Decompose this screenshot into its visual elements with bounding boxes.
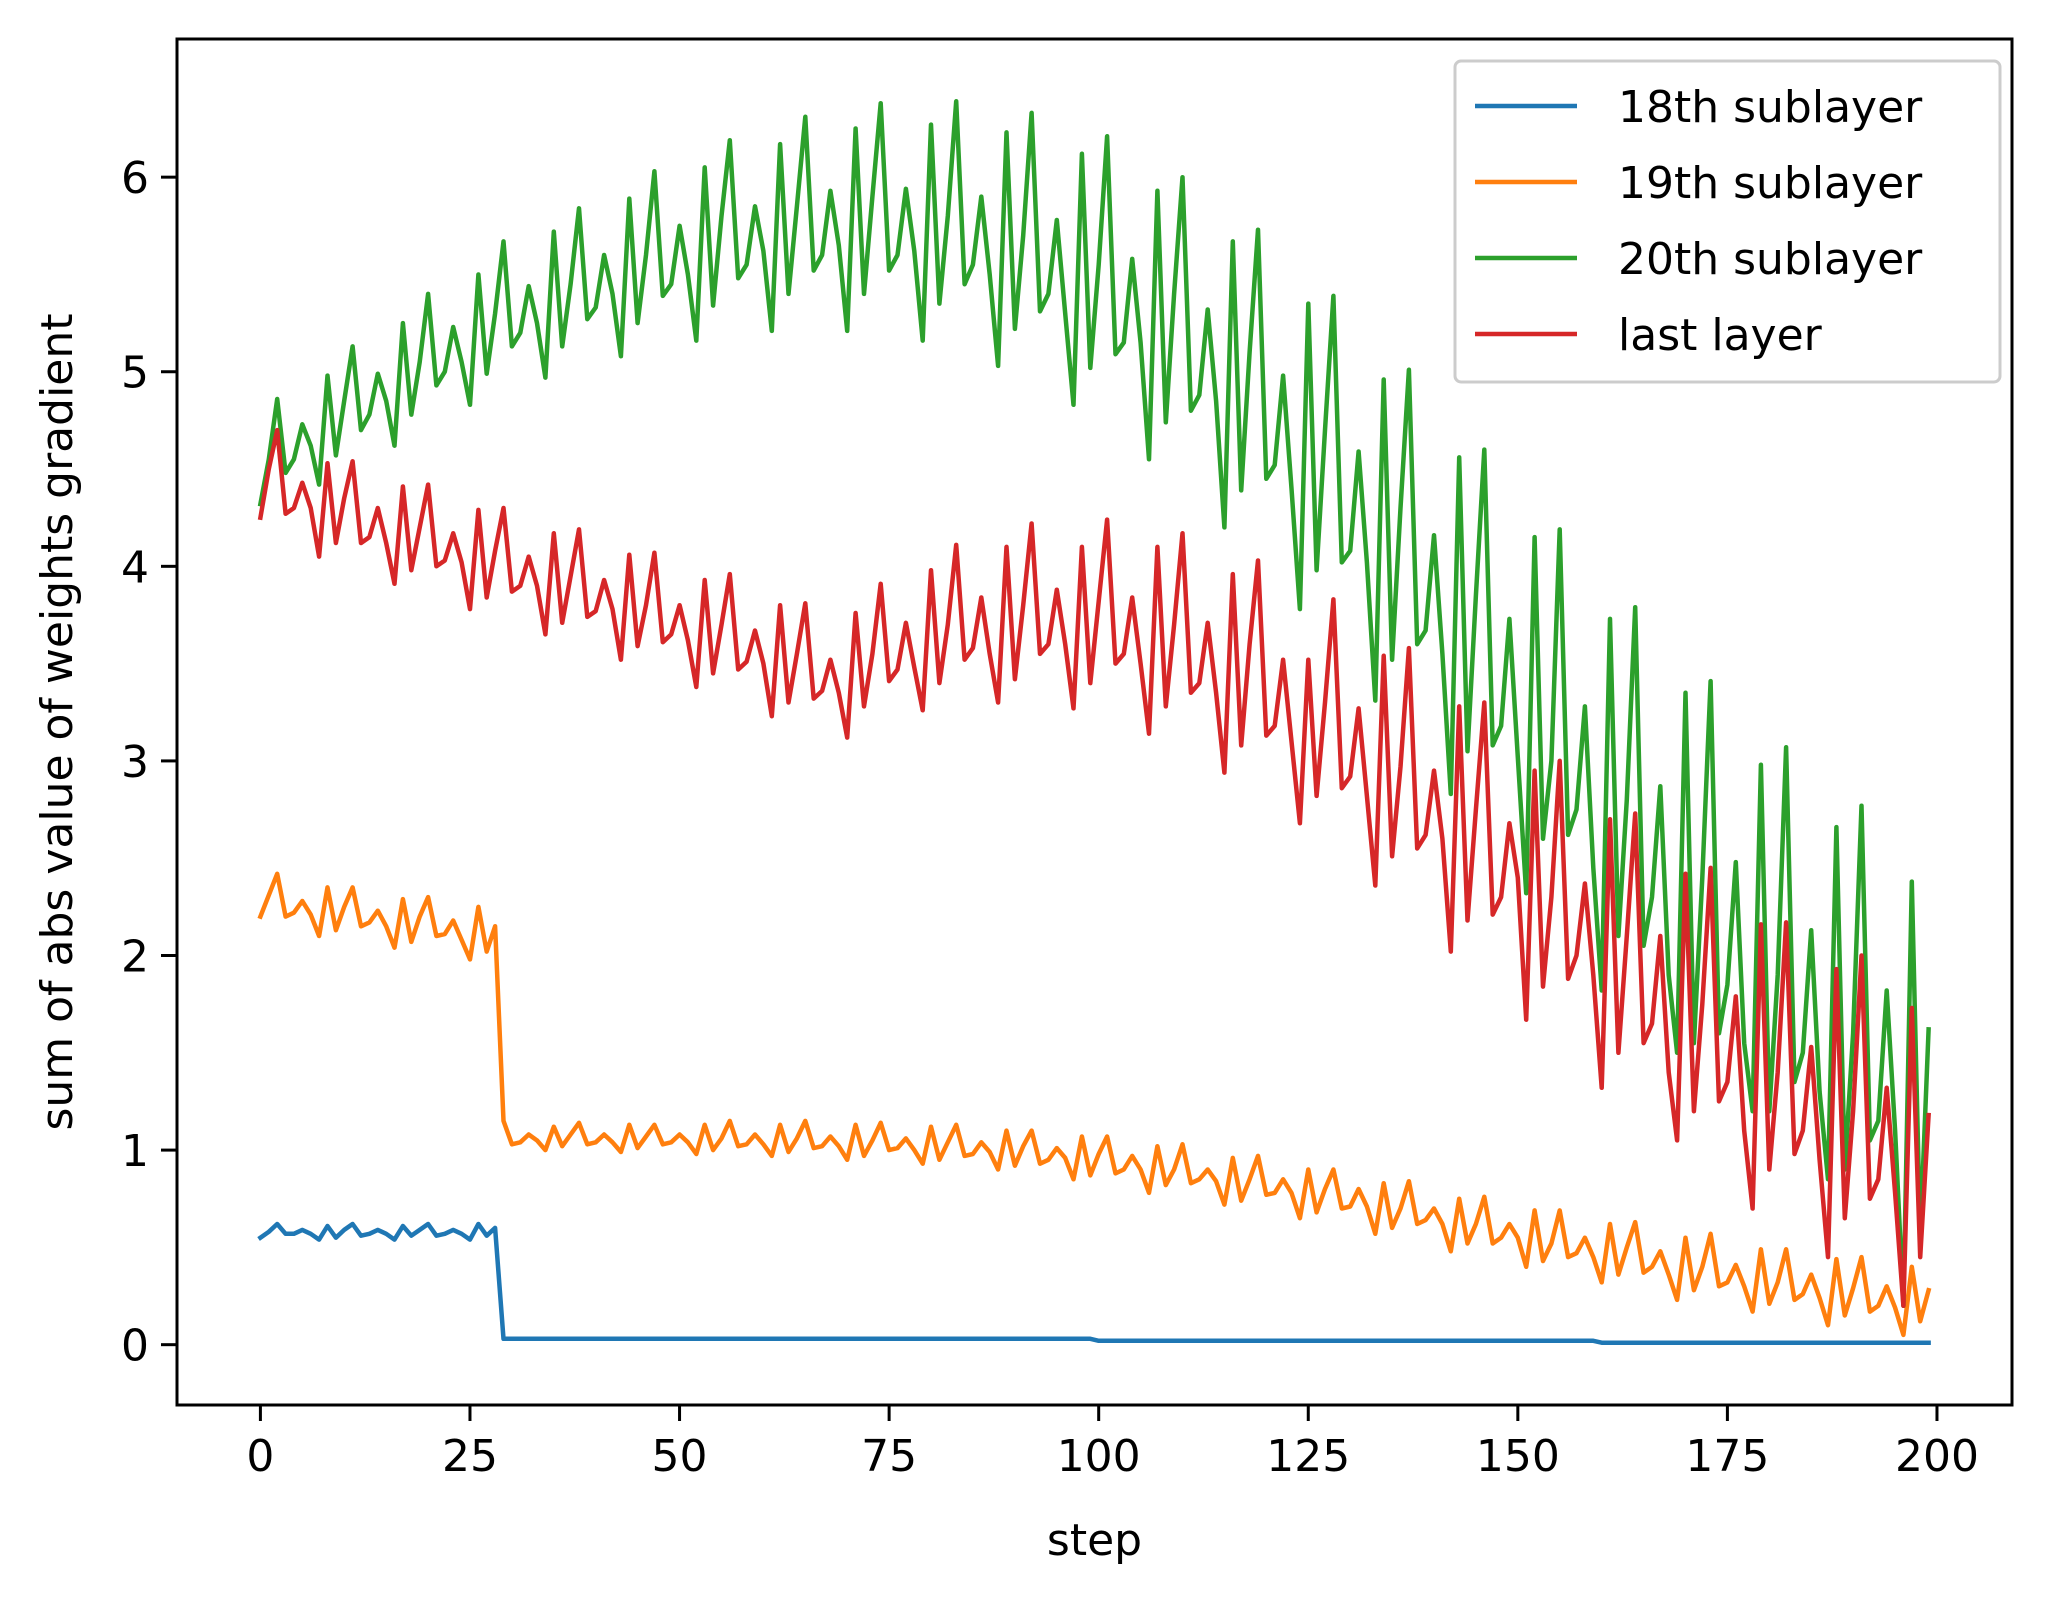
y-axis-label: sum of abs value of weights gradient bbox=[32, 313, 83, 1130]
y-tick-label: 6 bbox=[121, 153, 149, 204]
legend-label: 20th sublayer bbox=[1618, 234, 1923, 285]
x-tick-label: 75 bbox=[861, 1431, 917, 1482]
x-tick-label: 150 bbox=[1476, 1431, 1560, 1482]
legend-label: last layer bbox=[1618, 310, 1823, 361]
y-tick-label: 5 bbox=[121, 348, 149, 399]
legend-box bbox=[1453, 59, 2002, 384]
x-tick-label: 50 bbox=[652, 1431, 708, 1482]
x-tick-label: 25 bbox=[442, 1431, 498, 1482]
x-tick-label: 175 bbox=[1685, 1431, 1769, 1482]
y-tick-label: 0 bbox=[121, 1321, 149, 1372]
plot-frame bbox=[175, 37, 2014, 1407]
x-axis-label: step bbox=[1047, 1515, 1142, 1566]
series-layer bbox=[257, 99, 1932, 1345]
legend: 18th sublayer 19th sublayer 20th sublayer l… bbox=[1453, 59, 2002, 384]
series-line-18th-sublayer bbox=[257, 1221, 1931, 1345]
series-line-19th-sublayer bbox=[257, 871, 1932, 1338]
x-tick-label: 100 bbox=[1057, 1431, 1141, 1482]
y-tick-label: 4 bbox=[121, 542, 149, 593]
legend-label: 18th sublayer bbox=[1618, 82, 1923, 133]
x-tick-label: 0 bbox=[246, 1431, 274, 1482]
series-line-last-layer bbox=[257, 427, 1931, 1309]
series-line-20th-sublayer bbox=[257, 99, 1931, 1309]
x-tick-label: 200 bbox=[1895, 1431, 1979, 1482]
legend-label: 19th sublayer bbox=[1618, 158, 1923, 209]
y-tick-label: 1 bbox=[121, 1126, 149, 1177]
y-tick-label: 3 bbox=[121, 737, 149, 788]
x-tick-label: 125 bbox=[1266, 1431, 1350, 1482]
axes-layer: 0 25 50 75 100 125 150 175 200 0 1 2 3 4 5 6 bbox=[121, 37, 2014, 1482]
y-tick-label: 2 bbox=[121, 932, 149, 983]
